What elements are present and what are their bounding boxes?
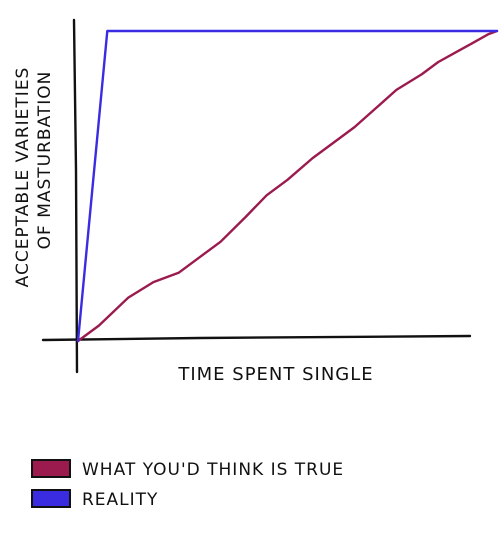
y-axis — [72, 18, 79, 374]
chart-axes — [41, 18, 472, 374]
legend: WHAT YOU'D THINK IS TRUE REALITY — [31, 459, 344, 510]
series-line-0 — [76, 29, 499, 343]
series-layer — [76, 29, 499, 343]
x-axis-label: TIME SPENT SINGLE — [177, 364, 373, 385]
legend-swatch-1 — [31, 489, 71, 508]
y-axis-label-line-1: ACCEPTABLE VARIETIES — [13, 67, 33, 288]
x-axis — [41, 334, 472, 342]
legend-label-1: REALITY — [82, 490, 158, 510]
legend-swatch-0 — [31, 459, 71, 478]
y-axis-label-line-2: OF MASTURBATION — [35, 71, 55, 250]
legend-label-0: WHAT YOU'D THINK IS TRUE — [82, 460, 344, 480]
series-line-1 — [76, 29, 499, 343]
